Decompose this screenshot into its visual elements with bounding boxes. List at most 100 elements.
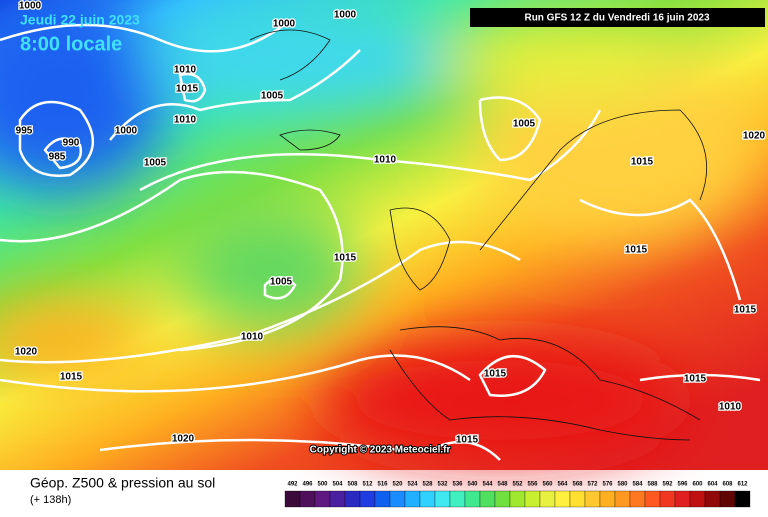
- colorbar-swatch: [629, 490, 646, 508]
- colorbar-label: 572: [587, 482, 598, 488]
- colorbar-label: 556: [527, 482, 538, 488]
- colorbar-swatch: [464, 490, 481, 508]
- colorbar-swatch: [719, 490, 736, 508]
- colorbar-swatch: [314, 490, 331, 508]
- colorbar-label: 504: [332, 482, 343, 488]
- colorbar-label: 608: [722, 482, 733, 488]
- colorbar-label: 564: [557, 482, 568, 488]
- colorbar-swatch: [359, 490, 376, 508]
- colorbar-label: 492: [287, 482, 298, 488]
- run-label: Run GFS 12 Z du Vendredi 16 juin 2023: [524, 13, 709, 24]
- isobar-label: 1000: [273, 19, 296, 30]
- colorbar-label: 580: [617, 482, 628, 488]
- isobar-label: 1015: [484, 369, 507, 380]
- colorbar-swatch: [329, 490, 346, 508]
- isobar-label: 1015: [631, 157, 654, 168]
- colorbar-label: 520: [392, 482, 403, 488]
- isobar-label: 1015: [456, 435, 479, 446]
- isobar-labels: 1000 1000 1000 1010 1015 1010 1005 995 990 985 100…: [14, 0, 767, 447]
- colorbar-label: 524: [407, 482, 418, 488]
- time: 8:00 locale: [20, 33, 122, 55]
- isobar-label: 1020: [172, 434, 195, 445]
- isobar-label: 1020: [743, 131, 766, 142]
- colorbar-swatch: [419, 490, 436, 508]
- isobar-label: 1005: [144, 158, 167, 169]
- isobar-label: 1005: [261, 91, 284, 102]
- colorbar-label: 560: [542, 482, 553, 488]
- isobar-label: 1015: [734, 305, 757, 316]
- isobar-label: 1010: [174, 65, 197, 76]
- colorbar-label: 516: [377, 482, 388, 488]
- isobar-label: 1010: [374, 155, 397, 166]
- isobar-label: 1015: [684, 374, 707, 385]
- colorbar-swatch: [284, 490, 301, 508]
- colorbar-label: 592: [662, 482, 673, 488]
- date: Jeudi 22 juin 2023: [20, 12, 140, 28]
- colorbar-label: 536: [452, 482, 463, 488]
- colorbar-label: 532: [437, 482, 448, 488]
- colorbar-swatch: [539, 490, 556, 508]
- run-box: [470, 8, 765, 27]
- colorbar-label: 552: [512, 482, 523, 488]
- colorbar-swatch: [569, 490, 586, 508]
- colorbar-swatch: [374, 490, 391, 508]
- isobar-label: 1010: [241, 332, 264, 343]
- isobars: [0, 19, 761, 461]
- colorbar-label: 540: [467, 482, 478, 488]
- isobar-label: 1000: [115, 126, 138, 137]
- colorbar-label: 584: [632, 482, 643, 488]
- isobar-label: 1000: [334, 10, 357, 21]
- colorbar-label: 508: [347, 482, 358, 488]
- colorbar-label: 496: [302, 482, 313, 488]
- colorbar-swatch: [404, 490, 421, 508]
- field-blobs: [0, 0, 760, 460]
- colorbar-swatch: [389, 490, 406, 508]
- colorbar-label: 500: [317, 482, 328, 488]
- colorbar-swatch: [554, 490, 571, 508]
- colorbar-swatch: [434, 490, 451, 508]
- colorbar-label: 576: [602, 482, 613, 488]
- colorbar-swatch: [689, 490, 706, 508]
- isobar-label: 995: [16, 126, 33, 137]
- colorbar-label: 512: [362, 482, 373, 488]
- isobar-label: 1005: [270, 277, 293, 288]
- isobar-label: 1010: [719, 402, 742, 413]
- colorbar-swatch: [584, 490, 601, 508]
- colorbar-swatch: [509, 490, 526, 508]
- colorbar-swatch: [704, 490, 721, 508]
- colorbar-swatch: [599, 490, 616, 508]
- isobar-label: 1015: [625, 245, 648, 256]
- colorbar-swatch: [674, 490, 691, 508]
- coastlines: [249, 29, 708, 441]
- isobar-label: 990: [63, 138, 80, 149]
- isobar-label: 1000: [19, 1, 42, 12]
- colorbar-label: 596: [677, 482, 688, 488]
- isobar-label: 1005: [513, 119, 536, 130]
- isobar-label: 1020: [15, 347, 38, 358]
- isobar-label: 1015: [334, 253, 357, 264]
- colorbar-swatch: [494, 490, 511, 508]
- colorbar-swatch: [524, 490, 541, 508]
- colorbar-swatch: [479, 490, 496, 508]
- colorbar-swatch: [734, 490, 751, 508]
- colorbar-label: 568: [572, 482, 583, 488]
- isobar-label: 1015: [176, 84, 199, 95]
- colorbar-label: 588: [647, 482, 658, 488]
- colorbar-swatch: [659, 490, 676, 508]
- footer-lead: (+ 138h): [30, 494, 71, 506]
- isobar-label: 1010: [174, 115, 197, 126]
- colorbar-swatch: [299, 490, 316, 508]
- colorbar-swatch: [344, 490, 361, 508]
- colorbar-swatch: [614, 490, 631, 508]
- colorbar-swatch: [449, 490, 466, 508]
- copyright: Copyright © 2023 Meteociel.fr: [310, 445, 451, 456]
- colorbar: 492 496 500 504 508 512 516 520 524 528 532 536 540 5…: [284, 482, 751, 508]
- colorbar-label: 600: [692, 482, 703, 488]
- colorbar-swatch: [644, 490, 661, 508]
- colorbar-label: 612: [737, 482, 748, 488]
- colorbar-label: 544: [482, 482, 493, 488]
- colorbar-label: 528: [422, 482, 433, 488]
- isobar-label: 1015: [60, 372, 83, 383]
- colorbar-label: 548: [497, 482, 508, 488]
